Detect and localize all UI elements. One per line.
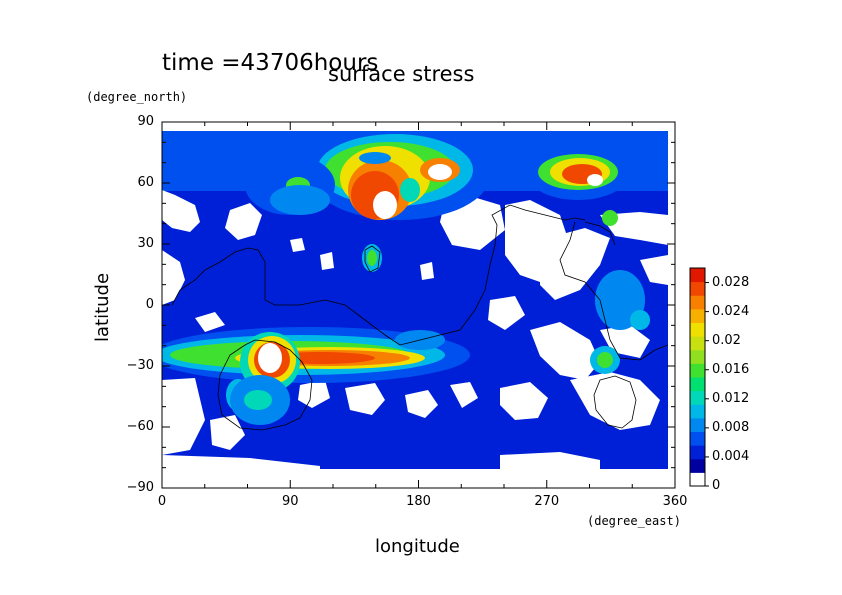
x-tick-label: 270: [534, 494, 560, 509]
x-ticks: [161, 122, 676, 488]
y-ticks: [162, 121, 675, 489]
colorbar-tick-label: 0: [712, 478, 721, 493]
colorbar-tick-label: 0.02: [712, 332, 741, 348]
y-tick-label: −90: [126, 480, 154, 495]
stress-field: [162, 131, 668, 480]
colorbar-tick-label: 0.004: [712, 448, 750, 464]
x-tick-label: 180: [406, 494, 431, 509]
colorbar-segment: [690, 281, 705, 296]
x-unit-label: (degree_east): [587, 514, 681, 528]
colorbar-frame: [689, 267, 706, 487]
colorbar-segment: [690, 390, 705, 405]
coastlines: [171, 204, 668, 431]
colorbar-segment: [690, 322, 705, 337]
colorbar-segment: [690, 445, 705, 460]
y-tick-label: −30: [126, 358, 154, 373]
colorbar-segment: [690, 472, 705, 487]
north-atlantic-track: [528, 150, 628, 226]
colorbar-segment: [690, 336, 705, 351]
y-tick-label: 90: [137, 114, 154, 129]
y-tick-label: 60: [137, 175, 154, 190]
colorbar-segment: [690, 417, 705, 432]
y-unit-label: (degree_north): [86, 90, 188, 104]
x-tick-label: 360: [662, 494, 688, 509]
y-tick-label: 0: [145, 297, 154, 312]
colorbar-segment: [690, 458, 705, 473]
colorbar-segment: [690, 268, 705, 283]
colorbar-tick-label: 0.016: [712, 361, 750, 377]
colorbar-segment: [690, 295, 705, 310]
north-pacific-track: [310, 131, 490, 272]
colorbar: [689, 267, 709, 487]
colorbar-tick-label: 0.012: [712, 390, 750, 406]
y-tick-label: −60: [126, 419, 154, 434]
colorbar-segment: [690, 349, 705, 364]
y-tick-label: 30: [137, 236, 154, 251]
y-axis-label: latitude: [92, 272, 113, 342]
colorbar-segment: [690, 308, 705, 323]
chart-title: surface stress: [328, 62, 475, 86]
colorbar-tick-label: 0.024: [712, 303, 750, 319]
time-label: time =43706hours: [162, 50, 379, 76]
x-axis-label: longitude: [375, 536, 460, 557]
colorbar-segment: [690, 377, 705, 392]
x-tick-label: 0: [157, 494, 167, 509]
x-tick-label: 90: [281, 494, 299, 509]
colorbar-segment: [690, 404, 705, 419]
colorbar-segment: [690, 363, 705, 378]
colorbar-tick-label: 0.008: [712, 419, 750, 435]
colorbar-tick-label: 0.028: [712, 274, 750, 290]
colorbar-segment: [690, 431, 705, 446]
